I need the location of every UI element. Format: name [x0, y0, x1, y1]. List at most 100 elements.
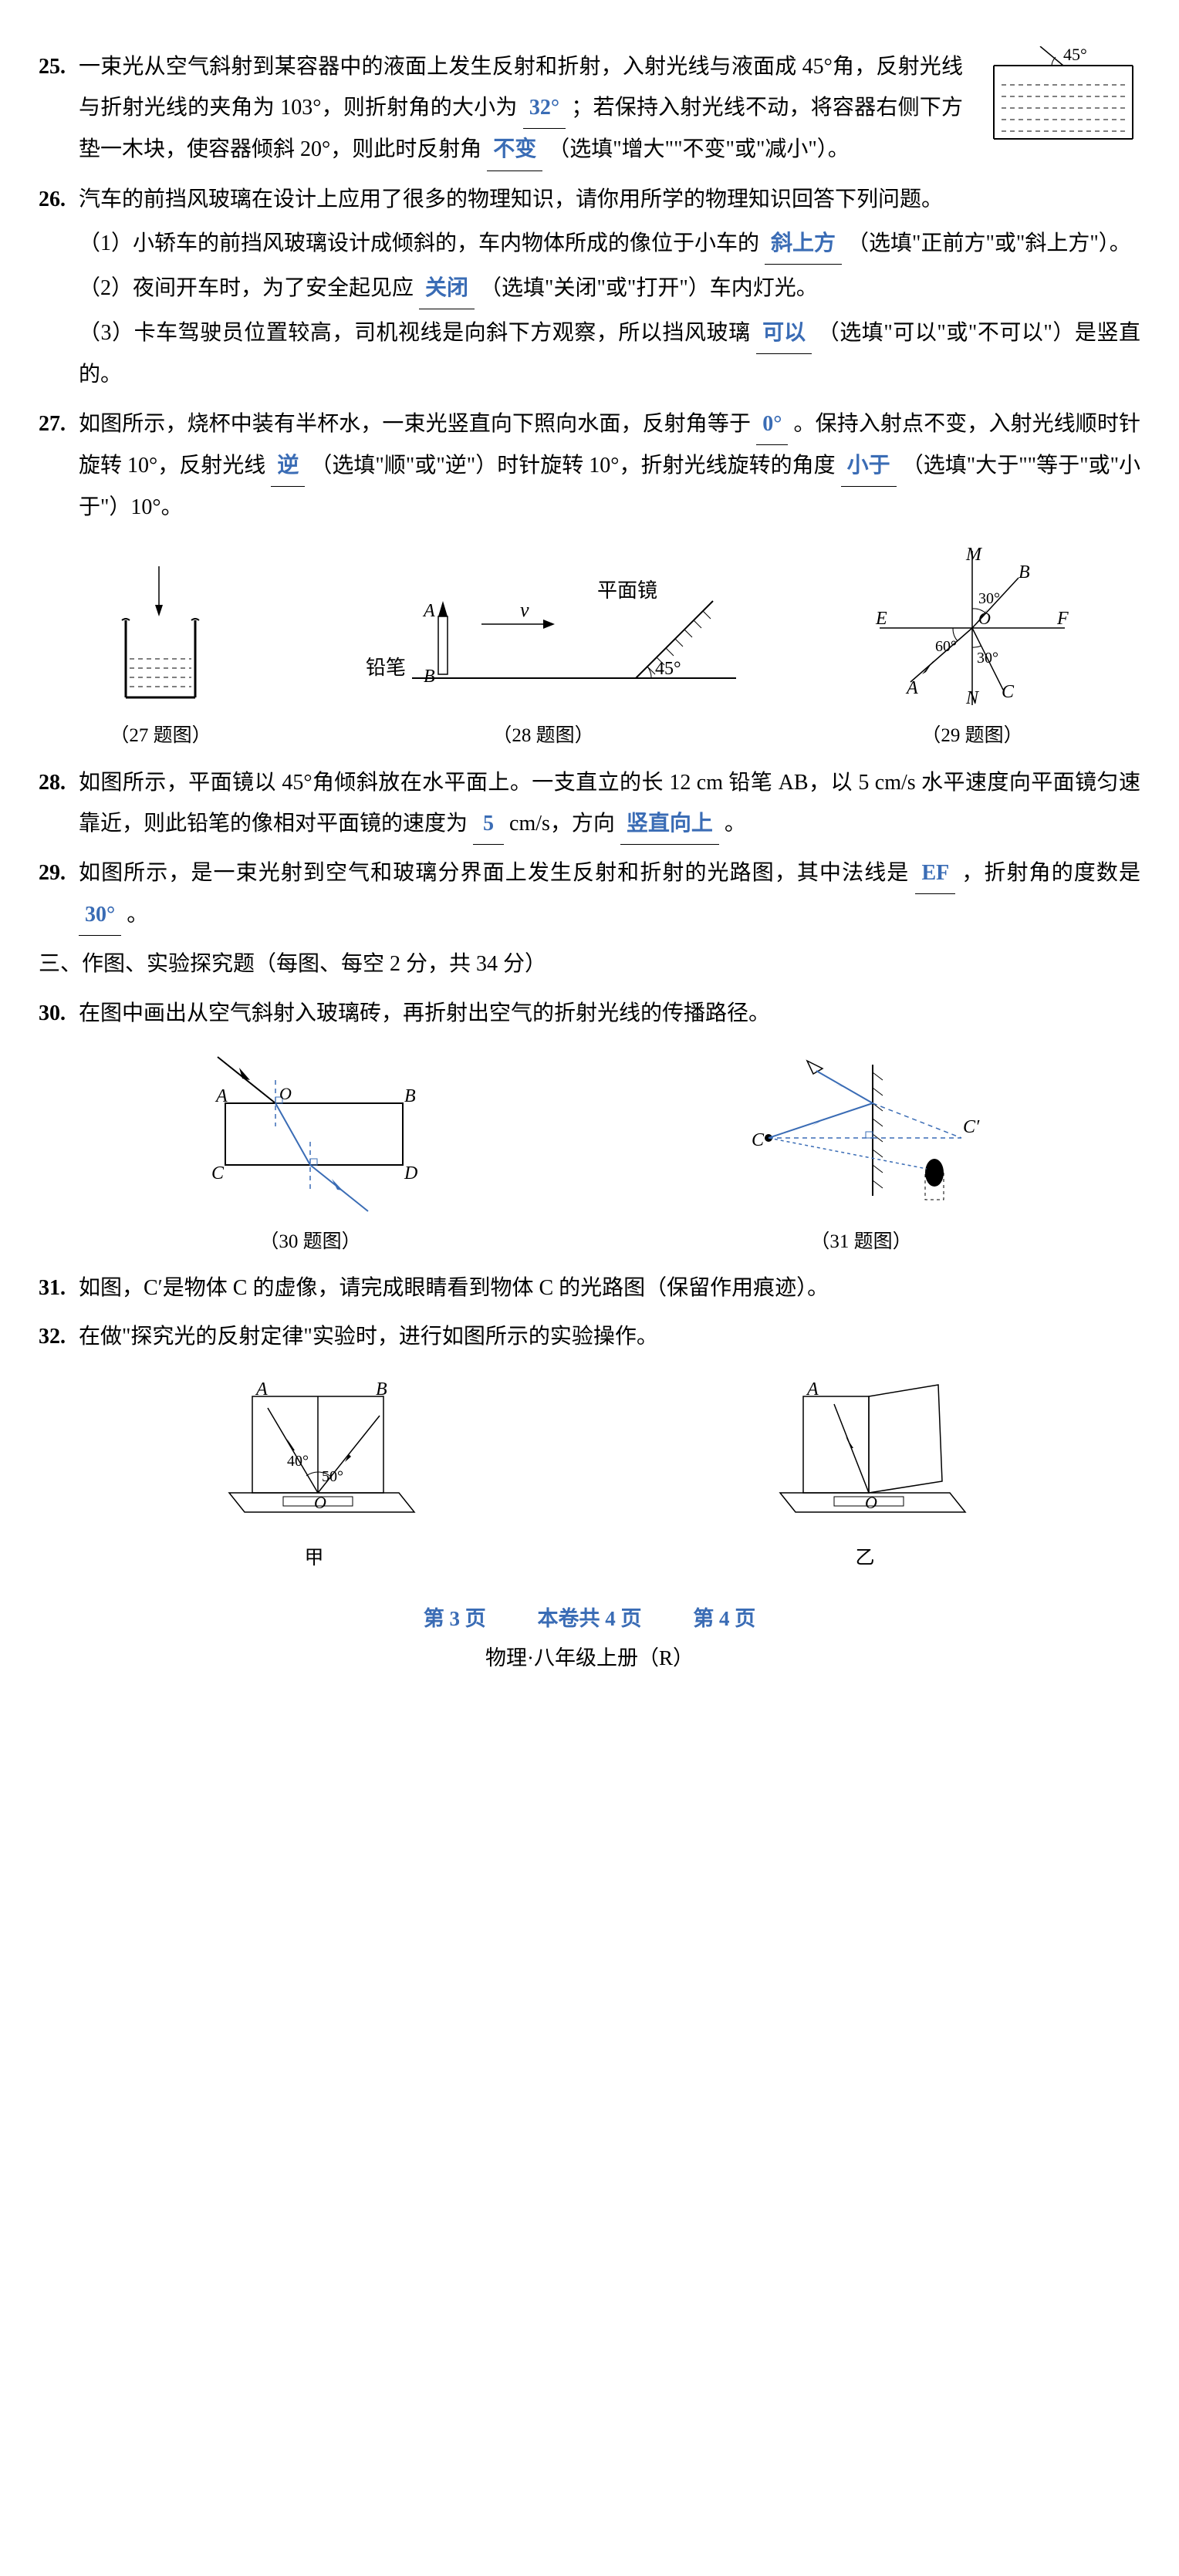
- q28-blank-1: 5: [473, 803, 504, 845]
- fig-32-jia: A B O 40° 50° 甲: [206, 1373, 422, 1577]
- q27-blank-2: 逆: [271, 445, 305, 487]
- q27-blank-3: 小于: [841, 445, 897, 487]
- svg-text:O: O: [865, 1493, 877, 1512]
- q26-blank-2: 关闭: [419, 268, 475, 309]
- question-26: 26. 汽车的前挡风玻璃在设计上应用了很多的物理知识，请你用所学的物理知识回答下…: [39, 179, 1140, 396]
- svg-text:D: D: [404, 1163, 417, 1183]
- footer-nav: 第 3 页 本卷共 4 页 第 4 页: [39, 1599, 1140, 1639]
- q26-body: 汽车的前挡风玻璃在设计上应用了很多的物理知识，请你用所学的物理知识回答下列问题。…: [79, 179, 1140, 396]
- q26-num: 26.: [39, 179, 79, 396]
- q27-num: 27.: [39, 403, 79, 528]
- svg-text:40°: 40°: [287, 1453, 309, 1470]
- fig28-pencil-label: 铅笔: [366, 657, 406, 679]
- svg-text:60°: 60°: [935, 638, 957, 655]
- figure-row-2: A B C D O （30 题图）: [39, 1049, 1140, 1261]
- svg-text:O: O: [314, 1493, 326, 1512]
- svg-text:C: C: [752, 1130, 765, 1150]
- q25-blank-2: 不变: [487, 129, 542, 170]
- q31-body: 如图，C′是物体 C 的虚像，请完成眼睛看到物体 C 的光路图（保留作用痕迹）。: [79, 1268, 1140, 1308]
- fig-32-yi-caption: 乙: [757, 1540, 973, 1577]
- svg-text:45°: 45°: [655, 659, 681, 679]
- fig-28-caption: （28 题图）: [343, 717, 744, 755]
- q25-blank-1: 32°: [523, 87, 566, 129]
- fig-27: （27 题图）: [99, 559, 222, 755]
- q29-text-b: ，折射角的度数是: [961, 861, 1140, 885]
- fig-30: A B C D O （30 题图）: [171, 1049, 449, 1261]
- section-3-title: 三、作图、实验探究题（每图、每空 2 分，共 34 分）: [39, 944, 1140, 984]
- svg-text:A: A: [422, 601, 435, 621]
- q29-text-c: 。: [127, 903, 148, 927]
- q26-p2: （2）夜间开车时，为了安全起见应 关闭 （选填"关闭"或"打开"）车内灯光。: [79, 268, 1140, 309]
- q26-p3: （3）卡车驾驶员位置较高，司机视线是向斜下方观察，所以挡风玻璃 可以 （选填"可…: [79, 312, 1140, 395]
- svg-text:C: C: [211, 1163, 225, 1183]
- q25-angle-label: 45°: [1063, 46, 1087, 64]
- footer-mid: 本卷共 4 页: [538, 1607, 642, 1630]
- q28-blank-2: 竖直向上: [620, 803, 719, 845]
- q26-p3a: （3）卡车驾驶员位置较高，司机视线是向斜下方观察，所以挡风玻璃: [79, 321, 751, 345]
- svg-text:B: B: [424, 667, 435, 687]
- question-28: 28. 如图所示，平面镜以 45°角倾斜放在水平面上。一支直立的长 12 cm …: [39, 762, 1140, 845]
- q26-blank-3: 可以: [756, 312, 812, 354]
- q26-p1b: （选填"正前方"或"斜上方"）。: [847, 231, 1131, 255]
- q27-body: 如图所示，烧杯中装有半杯水，一束光竖直向下照向水面，反射角等于 0° 。保持入射…: [79, 403, 1140, 528]
- fig-32-yi: A O 乙: [757, 1373, 973, 1577]
- fig-27-caption: （27 题图）: [99, 717, 222, 755]
- svg-text:O: O: [279, 1084, 292, 1103]
- question-31: 31. 如图，C′是物体 C 的虚像，请完成眼睛看到物体 C 的光路图（保留作用…: [39, 1268, 1140, 1308]
- fig-30-caption: （30 题图）: [171, 1224, 449, 1261]
- fig-31-caption: （31 题图）: [714, 1224, 1008, 1261]
- q26-blank-1: 斜上方: [765, 223, 842, 265]
- q28-num: 28.: [39, 762, 79, 845]
- q32-body: 在做"探究光的反射定律"实验时，进行如图所示的实验操作。: [79, 1316, 1140, 1357]
- q29-blank-1: EF: [915, 852, 955, 894]
- q27-text-a: 如图所示，烧杯中装有半杯水，一束光竖直向下照向水面，反射角等于: [79, 412, 751, 436]
- fig-28: 铅笔 A B v 平面镜 45° （28 题图）: [343, 559, 744, 755]
- question-27: 27. 如图所示，烧杯中装有半杯水，一束光竖直向下照向水面，反射角等于 0° 。…: [39, 403, 1140, 528]
- svg-text:30°: 30°: [977, 650, 998, 667]
- svg-text:M: M: [965, 545, 983, 565]
- fig28-mirror-label: 平面镜: [597, 579, 657, 602]
- q25-num: 25.: [39, 46, 79, 171]
- q26-p2a: （2）夜间开车时，为了安全起见应: [79, 276, 414, 300]
- svg-text:B: B: [1019, 562, 1030, 582]
- q29-body: 如图所示，是一束光射到空气和玻璃分界面上发生反射和折射的光路图，其中法线是 EF…: [79, 852, 1140, 936]
- q30-body: 在图中画出从空气斜射入玻璃砖，再折射出空气的折射光线的传播路径。: [79, 993, 1140, 1034]
- svg-text:C: C: [1002, 682, 1015, 702]
- svg-text:C′: C′: [963, 1117, 980, 1137]
- q27-blank-1: 0°: [756, 403, 788, 445]
- q26-p2b: （选填"关闭"或"打开"）车内灯光。: [480, 276, 818, 300]
- q31-num: 31.: [39, 1268, 79, 1308]
- q25-figure: 45°: [978, 46, 1140, 147]
- svg-text:A: A: [806, 1379, 819, 1399]
- svg-text:F: F: [1056, 609, 1069, 629]
- fig-32-jia-caption: 甲: [206, 1540, 422, 1577]
- figure-row-3: A B O 40° 50° 甲 A O 乙: [39, 1373, 1140, 1577]
- q29-num: 29.: [39, 852, 79, 936]
- footer-page-3: 第 3 页: [424, 1607, 486, 1630]
- q32-num: 32.: [39, 1316, 79, 1357]
- fig-31: C C′ （31 题图）: [714, 1049, 1008, 1261]
- q26-p1: （1）小轿车的前挡风玻璃设计成倾斜的，车内物体所成的像位于小车的 斜上方 （选填…: [79, 223, 1140, 265]
- q29-text-a: 如图所示，是一束光射到空气和玻璃分界面上发生反射和折射的光路图，其中法线是: [79, 861, 909, 885]
- question-25: 25. 45° 一束光从空气斜射到某容器中的液面上发生反射和折射，入射光线与液面…: [39, 46, 1140, 171]
- q25-body: 45° 一束光从空气斜射到某容器中的液面上发生反射和折射，入射光线与液面成 45…: [79, 46, 1140, 171]
- q28-text-b: cm/s，方向: [509, 812, 615, 836]
- svg-text:O: O: [978, 609, 991, 628]
- figure-row-1: （27 题图） 铅笔 A B v 平面镜 45°: [39, 543, 1140, 755]
- svg-text:B: B: [376, 1379, 387, 1399]
- q26-p1a: （1）小轿车的前挡风玻璃设计成倾斜的，车内物体所成的像位于小车的: [79, 231, 759, 255]
- svg-text:50°: 50°: [322, 1468, 343, 1485]
- svg-text:A: A: [215, 1086, 228, 1106]
- footer-subject: 物理·八年级上册（R）: [39, 1639, 1140, 1678]
- svg-text:v: v: [520, 599, 529, 621]
- question-32: 32. 在做"探究光的反射定律"实验时，进行如图所示的实验操作。: [39, 1316, 1140, 1357]
- svg-text:30°: 30°: [978, 590, 1000, 607]
- svg-text:N: N: [965, 688, 980, 708]
- svg-text:A: A: [255, 1379, 268, 1399]
- q28-body: 如图所示，平面镜以 45°角倾斜放在水平面上。一支直立的长 12 cm 铅笔 A…: [79, 762, 1140, 845]
- q27-text-c: （选填"顺"或"逆"）时针旋转 10°，折射光线旋转的角度: [310, 454, 835, 478]
- svg-text:B: B: [404, 1086, 416, 1106]
- svg-text:A: A: [905, 678, 918, 698]
- q26-intro: 汽车的前挡风玻璃在设计上应用了很多的物理知识，请你用所学的物理知识回答下列问题。: [79, 179, 1140, 220]
- q25-text-c: （选填"增大""不变"或"减小"）。: [548, 137, 850, 161]
